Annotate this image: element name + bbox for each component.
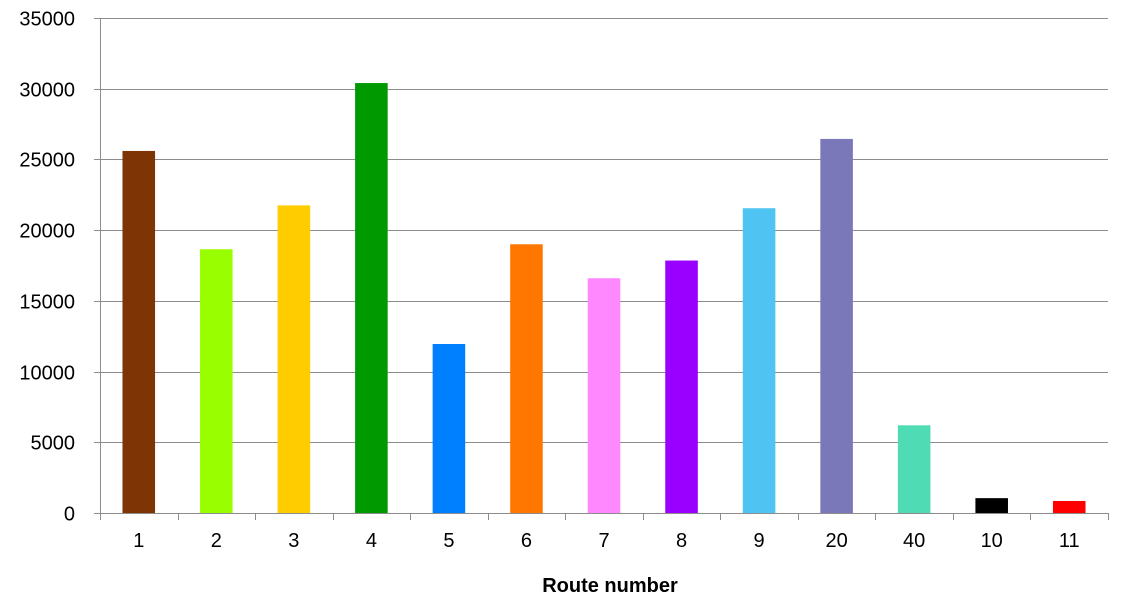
y-tick-label: 30000 [19,80,75,102]
bars [122,83,1086,514]
bar-route-6 [510,244,543,514]
y-tick-label: 5000 [31,433,76,455]
y-tick-label: 0 [64,504,75,526]
x-tick-label: 11 [1059,530,1080,552]
x-tick-label: 2 [211,530,222,552]
x-tick-label: 10 [981,530,1003,552]
x-tick-label: 3 [288,530,299,552]
bar-route-8 [665,260,698,513]
bar-route-4 [355,83,388,514]
bar-route-9 [742,208,776,513]
bar-route-7 [587,278,621,513]
x-tick-label: 40 [903,530,925,552]
bar-route-2 [200,249,233,513]
y-tick-label: 15000 [19,292,75,314]
x-tick-label: 1 [133,530,144,552]
bar-route-3 [277,205,311,513]
x-tick-label: 20 [825,530,847,552]
x-tick-label: 8 [676,530,687,552]
y-tick-label: 35000 [19,9,75,31]
axes [94,18,1109,520]
y-tick-label: 10000 [19,363,75,385]
tick-labels: 0 5000 10000 15000 20000 25000 30000 35000 1 2 3 4 5… [19,9,1079,553]
bar-route-1 [122,150,156,513]
x-tick-label: 6 [521,530,532,552]
x-tick-label: 5 [443,530,454,552]
bar-route-11 [1052,500,1086,513]
bar-route-5 [432,343,466,513]
bar-route-40 [897,425,931,513]
bar-route-20 [820,138,853,513]
x-tick-label: 4 [366,530,377,552]
y-tick-label: 25000 [19,150,75,172]
x-tick-label: 7 [598,530,609,552]
y-tick-label: 20000 [19,221,75,243]
x-axis-title: Route number [542,575,678,597]
x-tick-label: 9 [754,530,765,552]
bar-route-10 [975,498,1008,513]
